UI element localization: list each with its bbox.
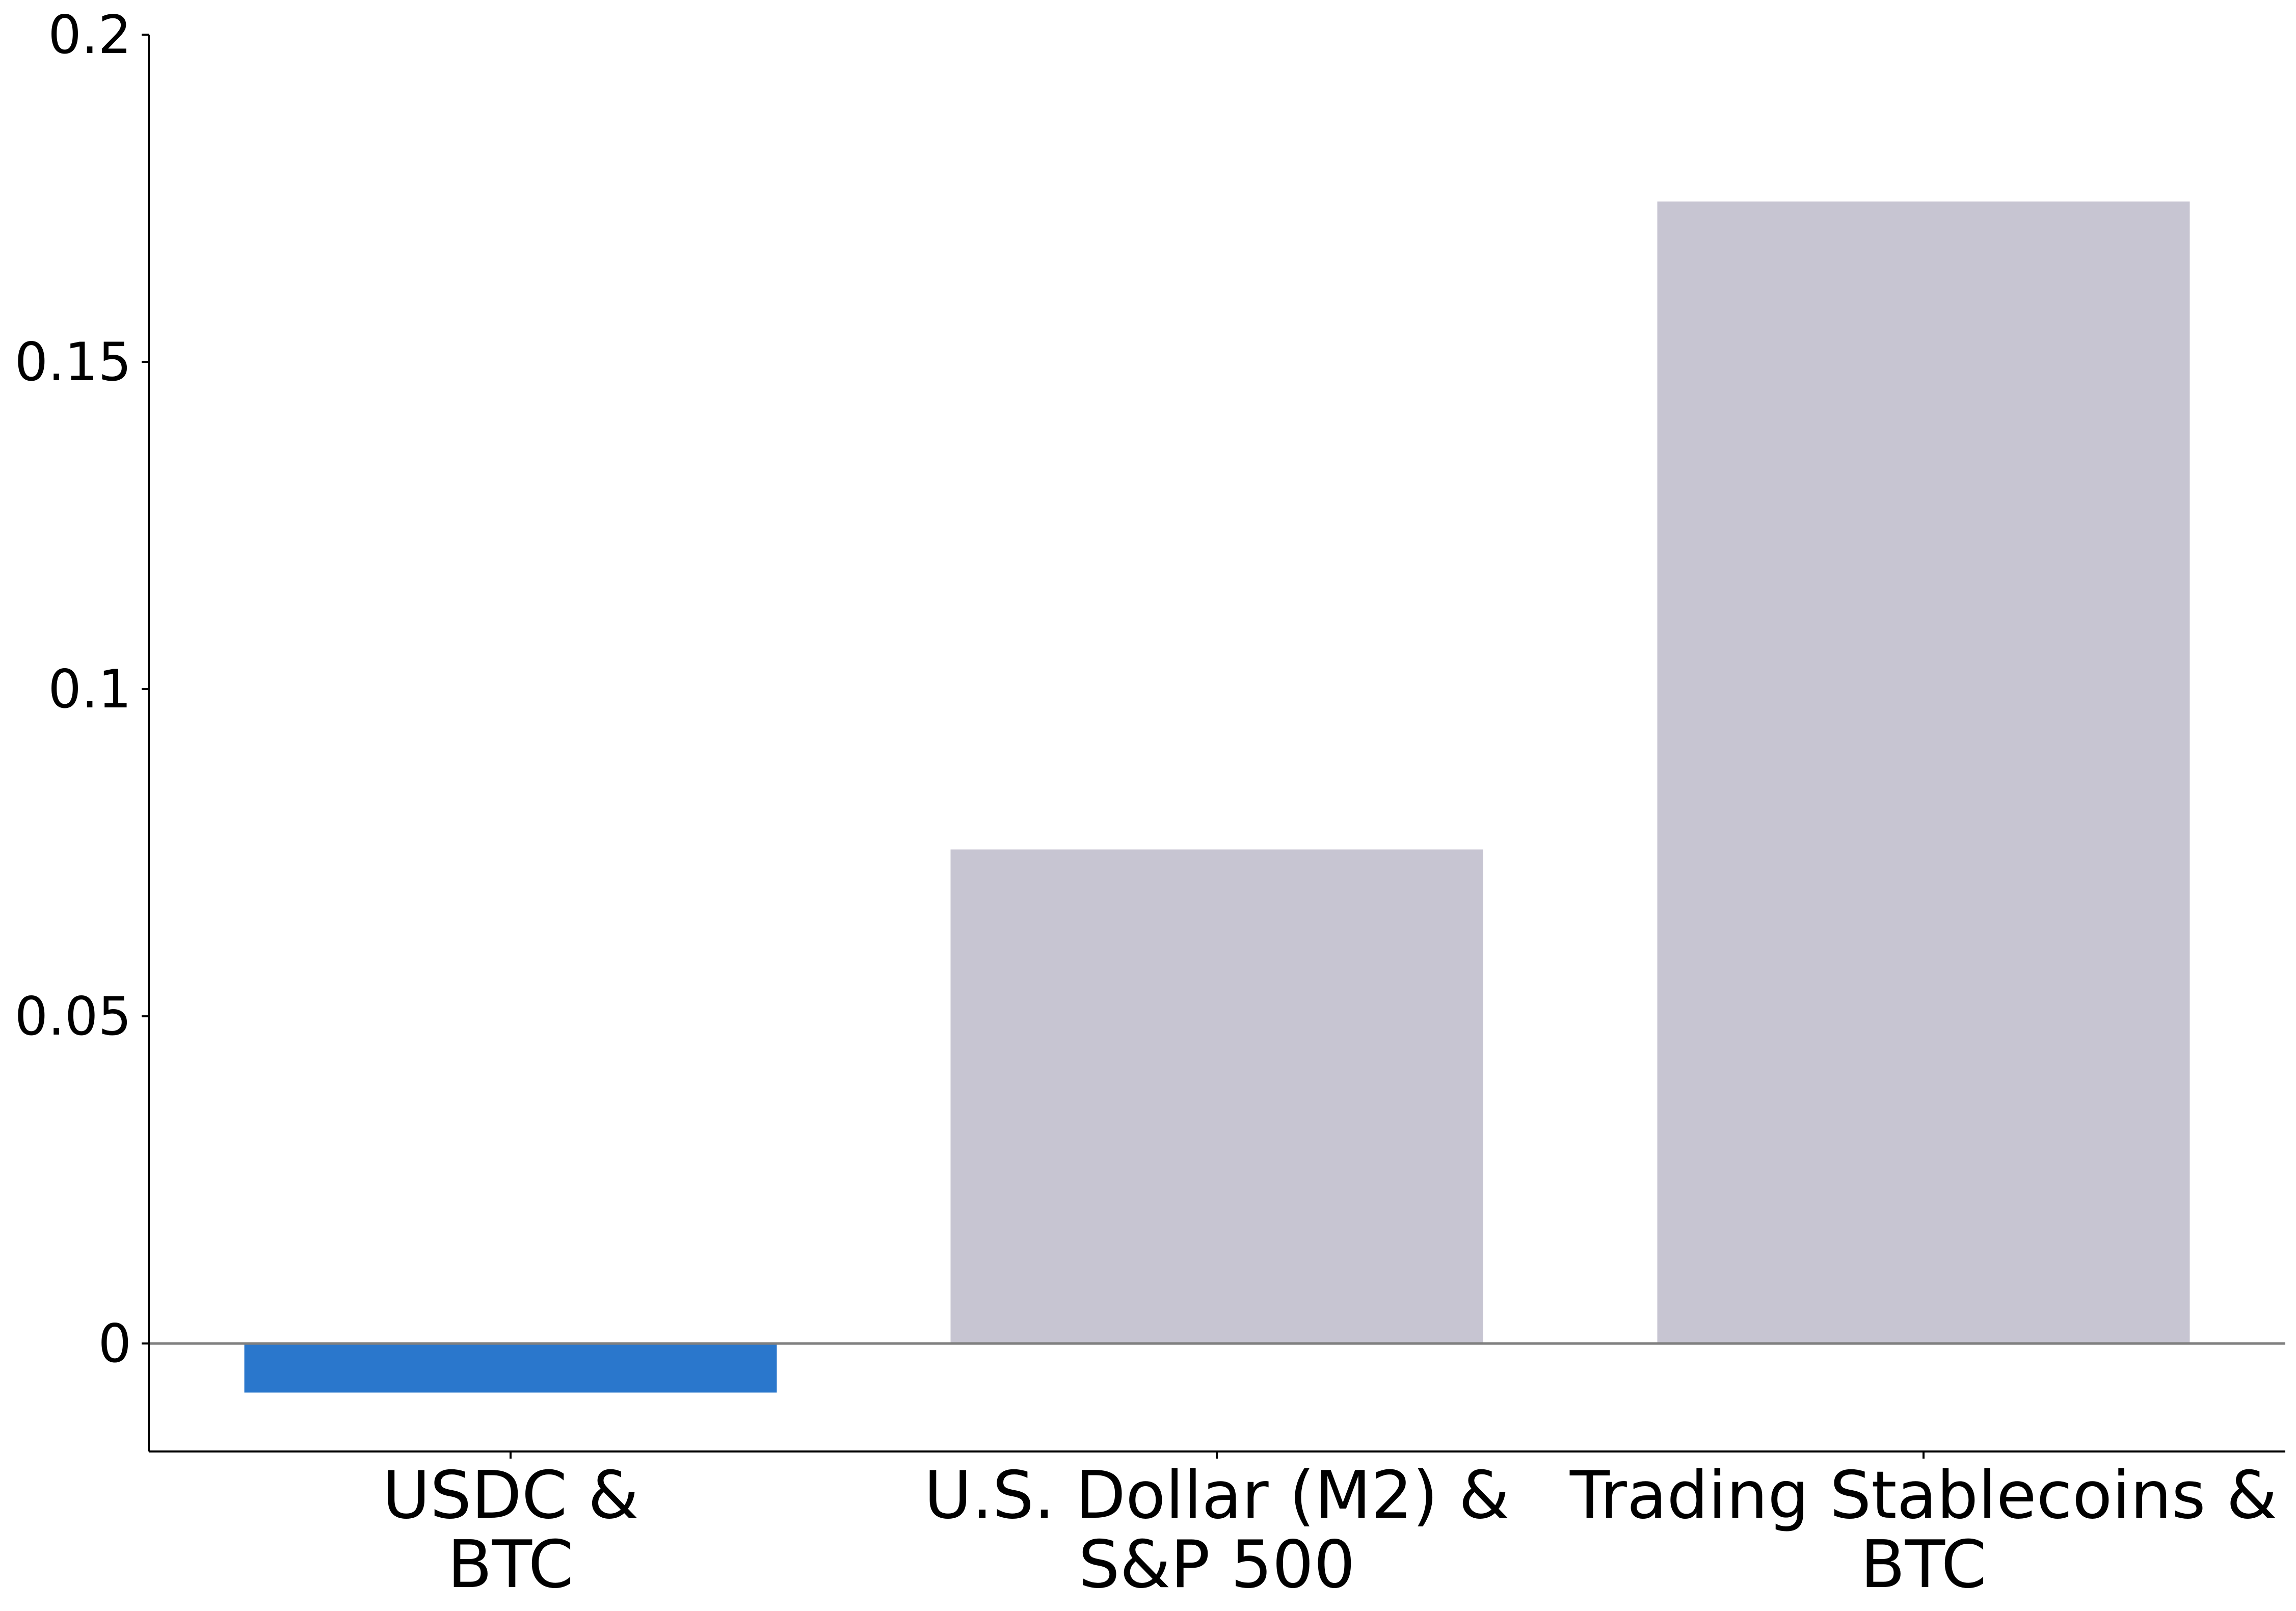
- bar-2: [1657, 201, 2190, 1344]
- x-category-label-line: U.S. Dollar (M2) &: [924, 1458, 1510, 1534]
- x-category-label-line: S&P 500: [1078, 1527, 1355, 1603]
- y-ticks-group: 0 0.05 0.1 0.15 0.2: [15, 5, 149, 1375]
- bar-0: [244, 1343, 777, 1393]
- y-tick-label: 0: [98, 1313, 131, 1375]
- y-tick-label: 0.05: [15, 986, 131, 1047]
- x-category-label-line: BTC: [1860, 1527, 1987, 1603]
- x-category-label-line: BTC: [447, 1527, 574, 1603]
- x-category-label: USDC & BTC: [382, 1458, 638, 1603]
- x-category-label-line: Trading Stablecoins &: [1569, 1458, 2277, 1534]
- y-tick-label: 0.1: [48, 659, 131, 720]
- x-category-label: U.S. Dollar (M2) & S&P 500: [924, 1458, 1510, 1603]
- x-category-label-line: USDC &: [382, 1458, 638, 1534]
- y-tick-label: 0.2: [48, 5, 131, 66]
- bar-1: [950, 849, 1483, 1344]
- x-category-label: Trading Stablecoins & BTC: [1569, 1458, 2277, 1603]
- y-tick-label: 0.15: [15, 332, 131, 393]
- bars-group: [244, 201, 2190, 1393]
